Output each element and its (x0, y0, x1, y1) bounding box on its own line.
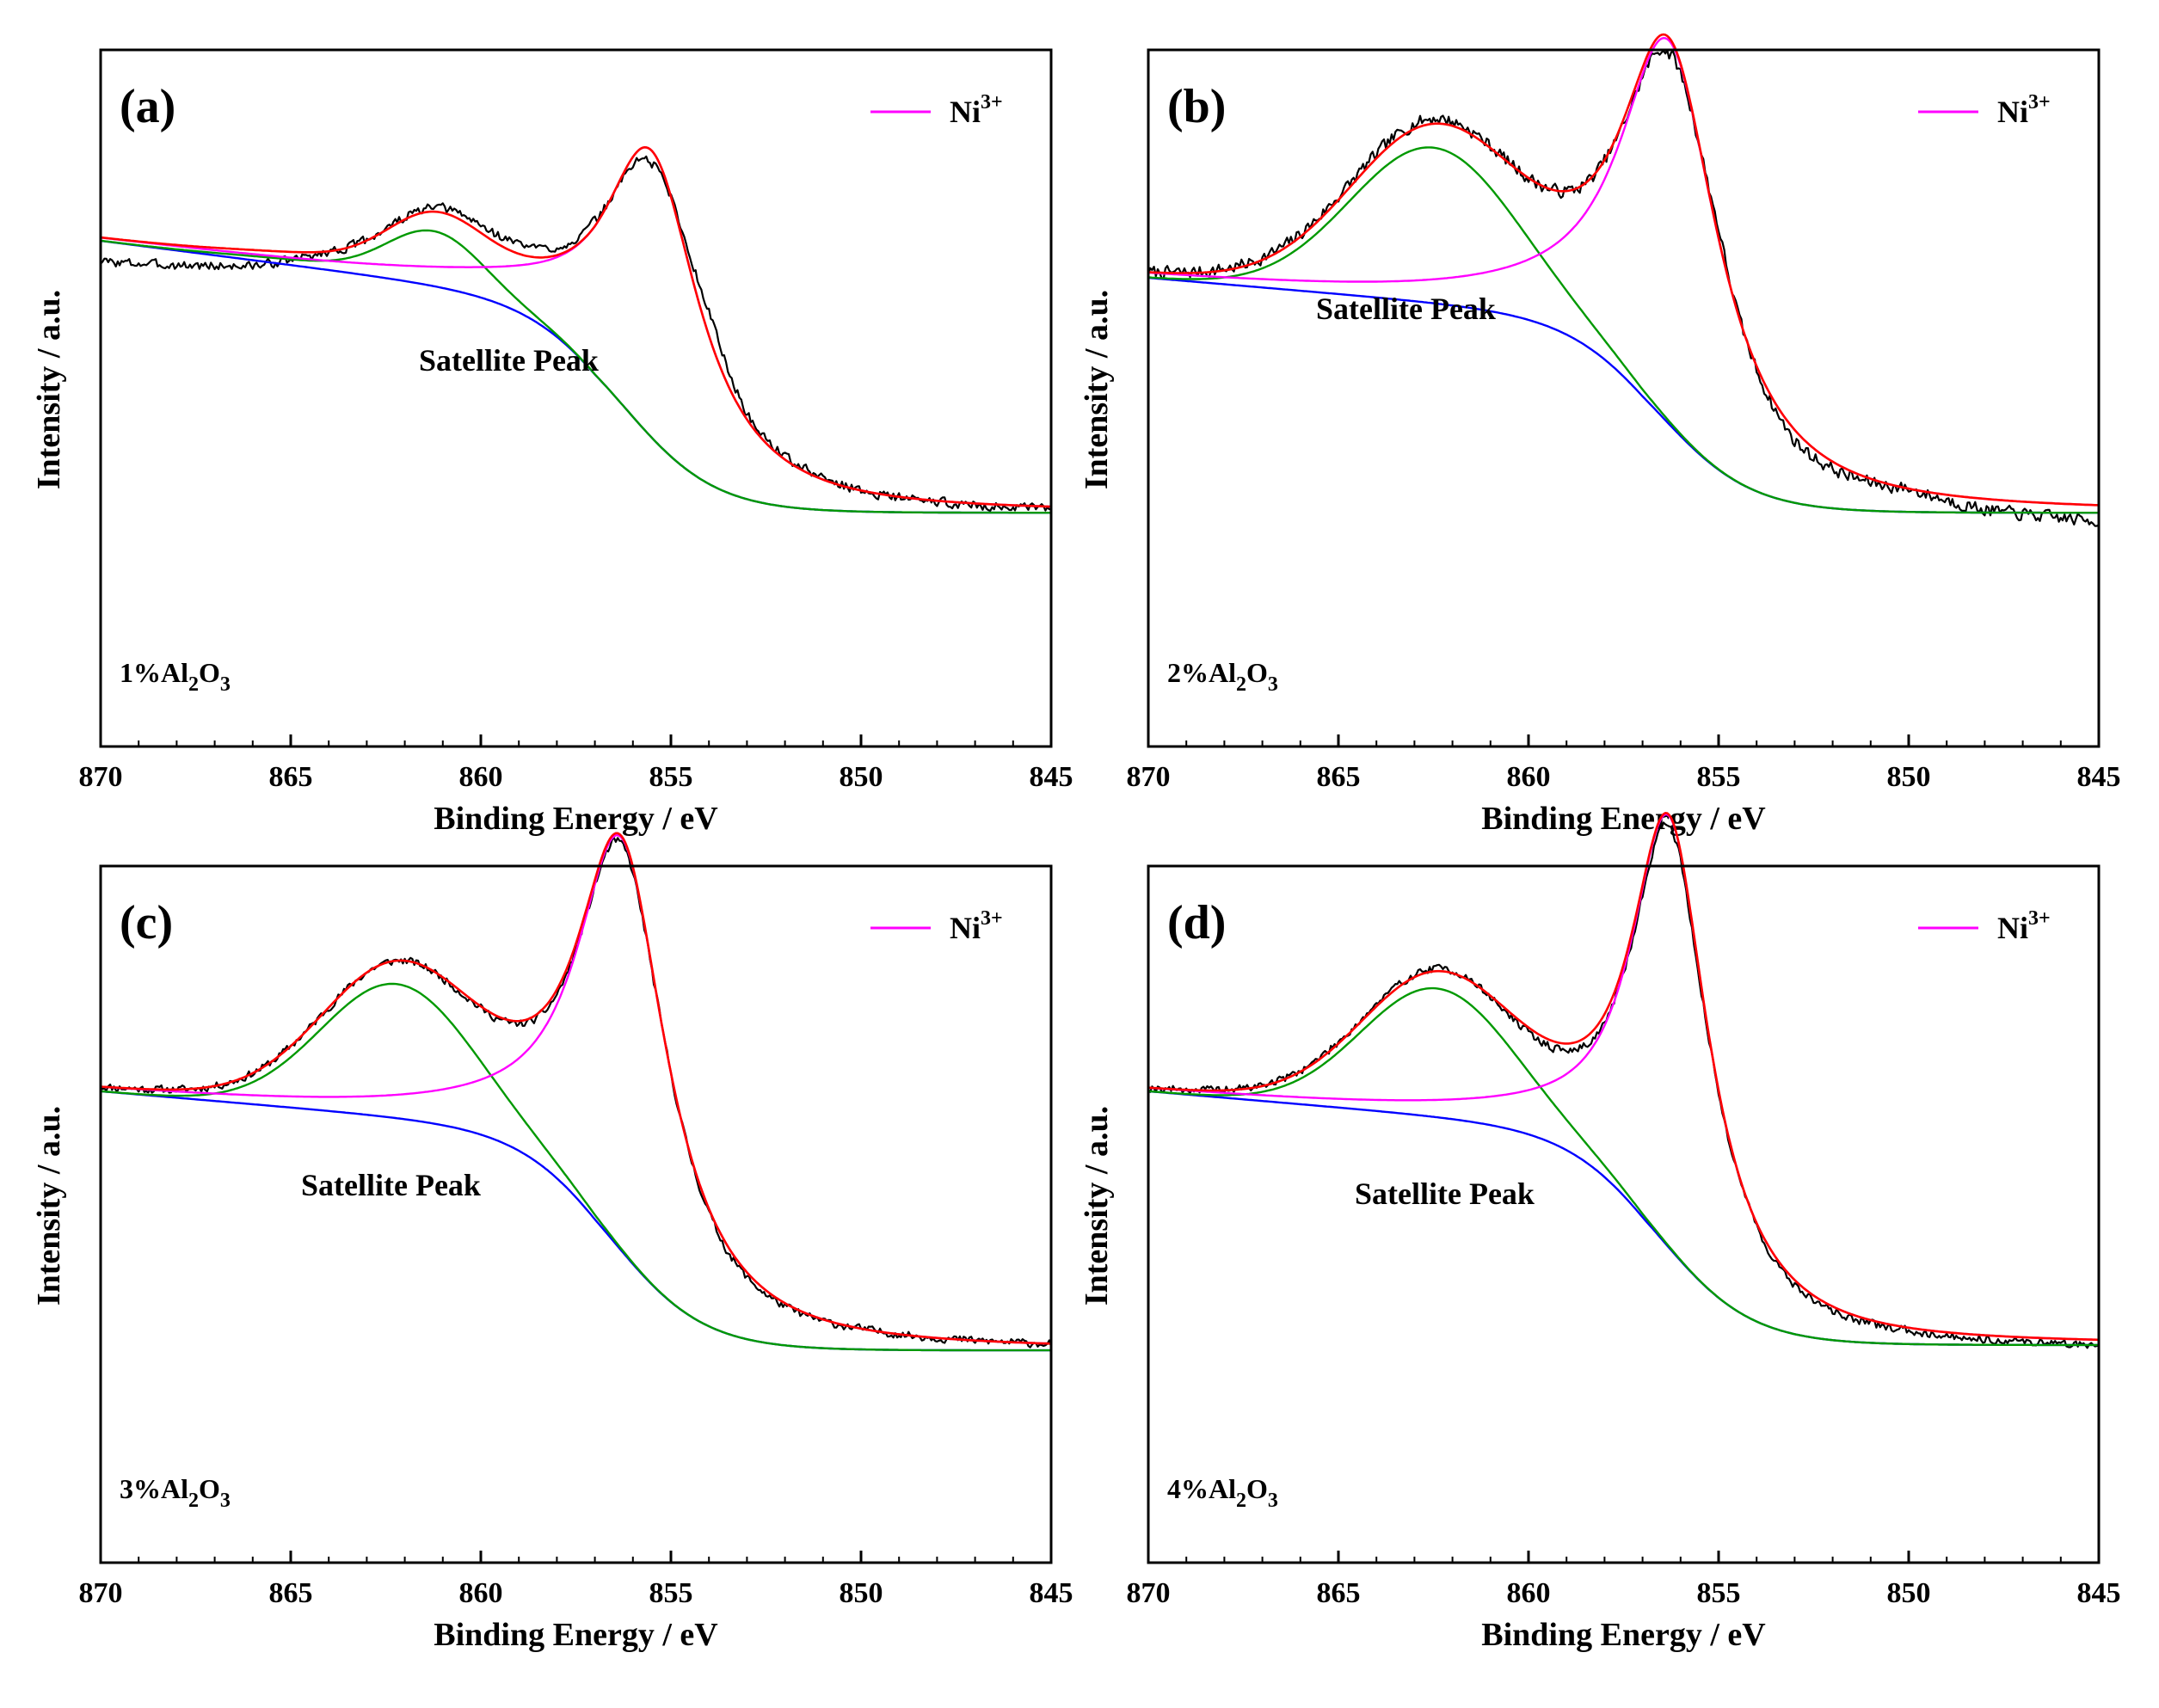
legend-text-base: Ni (1997, 95, 2028, 129)
chart-panel-a: 870 865 860 855 850 845 Binding Energy / eV Int… (31, 48, 1073, 837)
legend-text-base: Ni (1997, 911, 2028, 945)
x-tick-label: 870 (79, 761, 123, 793)
x-tick-label: 850 (1887, 1577, 1931, 1609)
sample-text: O (1246, 1473, 1268, 1504)
chart-panel-b: 870 865 860 855 850 845 Binding Energy / eV Int… (1079, 33, 2121, 837)
x-tick-label: 860 (459, 1577, 503, 1609)
x-tick-label: 870 (1127, 1577, 1171, 1609)
sample-text: O (199, 1473, 220, 1504)
sample-label: 1%Al2O3 (120, 657, 231, 696)
x-tick-label: 860 (459, 761, 503, 793)
panel-label: (b) (1167, 80, 1226, 133)
satellite-fit-line (100, 982, 1051, 1352)
legend-text-sup: 3+ (2028, 907, 2051, 930)
plot-frame (99, 48, 1053, 748)
sample-subscript: 2 (188, 1490, 199, 1512)
sample-subscript: 3 (1268, 673, 1278, 696)
sample-label: 3%Al2O3 (120, 1473, 231, 1512)
plot-frame (99, 864, 1053, 1564)
panel-label: (a) (120, 80, 175, 133)
background-line (100, 1090, 1051, 1352)
x-axis-title: Binding Energy / eV (1481, 1617, 1766, 1653)
raw-data-line (1147, 821, 2100, 1349)
satellite-peak-annotation: Satellite Peak (1355, 1177, 1535, 1211)
sample-subscript: 2 (1236, 1490, 1246, 1512)
y-axis-title: Intensity / a.u. (1079, 1106, 1115, 1306)
sample-text: 3%Al (120, 1473, 188, 1504)
x-tick-label: 870 (1127, 761, 1171, 793)
legend-label-ni3: Ni3+ (950, 907, 1003, 945)
legend-label-ni3: Ni3+ (1997, 91, 2051, 129)
x-tick-label: 845 (2077, 1577, 2121, 1609)
panel-label: (d) (1167, 896, 1226, 949)
x-tick-label: 855 (649, 1577, 693, 1609)
legend-text-sup: 3+ (981, 907, 1003, 930)
panel-label: (c) (120, 896, 173, 949)
x-tick-label: 855 (649, 761, 693, 793)
sample-text: 4%Al (1167, 1473, 1236, 1504)
satellite-fit-line (1147, 146, 2099, 514)
x-tick-label: 865 (269, 761, 313, 793)
satellite-peak-annotation: Satellite Peak (301, 1168, 481, 1202)
y-axis-title: Intensity / a.u. (1079, 290, 1115, 489)
plot-frame (1147, 48, 2101, 748)
envelope-fit-line (1147, 811, 2099, 1342)
sample-label: 4%Al2O3 (1167, 1473, 1278, 1512)
raw-data-line (100, 836, 1053, 1349)
background-line (1147, 276, 2099, 514)
x-tick-label: 850 (1887, 761, 1931, 793)
x-axis-title: Binding Energy / eV (434, 801, 718, 837)
x-tick-label: 845 (2077, 761, 2121, 793)
sample-subscript: 3 (220, 673, 231, 696)
y-axis-title: Intensity / a.u. (31, 1106, 67, 1306)
legend-text-base: Ni (950, 911, 981, 945)
legend-text-sup: 3+ (2028, 91, 2051, 114)
satellite-peak-annotation: Satellite Peak (1316, 292, 1496, 326)
x-tick-label: 845 (1030, 761, 1073, 793)
chart-panel-c: 870 865 860 855 850 845 Binding Energy / eV Int… (31, 832, 1073, 1653)
sample-subscript: 2 (1236, 673, 1246, 696)
x-tick-label: 865 (1317, 761, 1361, 793)
sample-subscript: 2 (188, 673, 199, 696)
x-tick-label: 850 (840, 761, 883, 793)
y-axis-title: Intensity / a.u. (31, 290, 67, 489)
envelope-fit-line (100, 145, 1052, 508)
chart-panel-d: 870 865 860 855 850 845 Binding Energy / eV Int… (1079, 811, 2121, 1653)
satellite-peak-annotation: Satellite Peak (419, 343, 599, 378)
ni3-fit-line (100, 146, 1052, 508)
sample-subscript: 3 (220, 1490, 231, 1512)
ni3-fit-line (1147, 36, 2100, 507)
legend-text-sup: 3+ (981, 91, 1003, 114)
x-tick-label: 850 (840, 1577, 883, 1609)
raw-data-line (1147, 49, 2100, 527)
sample-subscript: 3 (1268, 1490, 1278, 1512)
x-tick-label: 870 (79, 1577, 123, 1609)
envelope-fit-line (1147, 33, 2100, 507)
x-axis-title: Binding Energy / eV (1481, 801, 1766, 837)
sample-text: 1%Al (120, 657, 188, 688)
sample-text: O (1246, 657, 1268, 688)
background-line (1147, 1090, 2099, 1347)
sample-text: 2%Al (1167, 657, 1236, 688)
x-tick-label: 860 (1507, 1577, 1551, 1609)
x-tick-label: 855 (1697, 1577, 1741, 1609)
x-tick-label: 865 (1317, 1577, 1361, 1609)
x-axis-title: Binding Energy / eV (434, 1617, 718, 1653)
x-tick-label: 865 (269, 1577, 313, 1609)
satellite-fit-line (1147, 986, 2099, 1347)
legend-label-ni3: Ni3+ (1997, 907, 2051, 945)
sample-label: 2%Al2O3 (1167, 657, 1278, 696)
x-tick-label: 845 (1030, 1577, 1073, 1609)
x-tick-label: 855 (1697, 761, 1741, 793)
sample-text: O (199, 657, 220, 688)
legend-text-base: Ni (950, 95, 981, 129)
satellite-fit-line (100, 229, 1051, 514)
raw-data-line (100, 155, 1051, 512)
envelope-fit-line (100, 832, 1052, 1345)
ni3-fit-line (100, 833, 1052, 1345)
legend-label-ni3: Ni3+ (950, 91, 1003, 129)
plot-frame (1147, 864, 2101, 1564)
x-tick-label: 860 (1507, 761, 1551, 793)
